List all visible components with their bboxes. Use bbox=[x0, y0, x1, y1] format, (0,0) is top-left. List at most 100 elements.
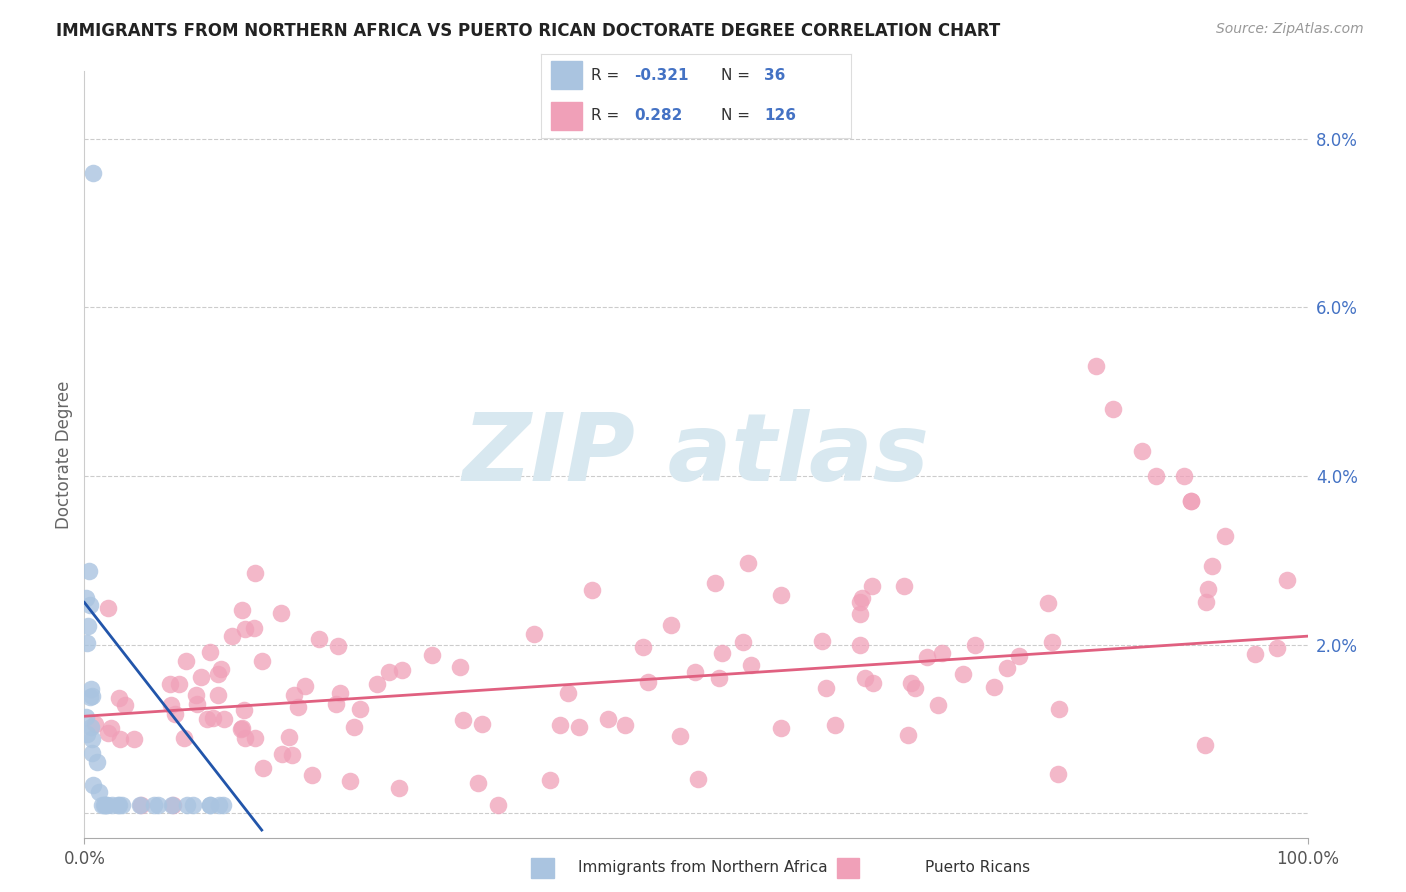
Point bbox=[129, 797, 152, 812]
Text: R =: R = bbox=[591, 108, 619, 123]
Point bbox=[270, 747, 292, 761]
Point bbox=[212, 713, 235, 727]
Point bbox=[915, 650, 938, 665]
Text: N =: N = bbox=[721, 68, 749, 83]
Point bbox=[77, 564, 100, 578]
Point bbox=[212, 797, 235, 812]
Point bbox=[97, 600, 120, 615]
Point bbox=[281, 748, 304, 763]
Point bbox=[704, 575, 727, 590]
Text: R =: R = bbox=[591, 68, 619, 83]
Point bbox=[1130, 443, 1153, 458]
Point bbox=[96, 797, 118, 812]
Point bbox=[80, 690, 103, 704]
Point bbox=[637, 675, 659, 690]
Point bbox=[1180, 494, 1202, 508]
Point bbox=[94, 797, 117, 812]
Point bbox=[108, 690, 131, 705]
Point bbox=[86, 755, 108, 769]
Point bbox=[308, 632, 330, 647]
Point bbox=[849, 595, 872, 609]
Point bbox=[198, 645, 221, 659]
Point bbox=[200, 797, 222, 812]
Point bbox=[90, 797, 112, 812]
Point bbox=[80, 720, 103, 734]
Point bbox=[349, 702, 371, 716]
Point bbox=[683, 665, 706, 679]
Point bbox=[200, 797, 222, 812]
Point bbox=[163, 707, 186, 722]
Point bbox=[167, 677, 190, 691]
Point bbox=[82, 731, 104, 746]
Point bbox=[1265, 641, 1288, 656]
Point bbox=[824, 717, 846, 731]
Point bbox=[1042, 635, 1064, 649]
Point bbox=[190, 670, 212, 684]
Text: 36: 36 bbox=[763, 68, 786, 83]
Point bbox=[142, 797, 165, 812]
Point bbox=[231, 603, 253, 617]
Point bbox=[83, 716, 105, 731]
Point bbox=[243, 621, 266, 635]
Point bbox=[197, 712, 219, 726]
Point bbox=[900, 676, 922, 690]
Point bbox=[669, 729, 692, 743]
Point bbox=[183, 797, 205, 812]
Point bbox=[814, 681, 837, 696]
Point bbox=[1173, 469, 1195, 483]
Point bbox=[107, 797, 129, 812]
Point bbox=[467, 776, 489, 790]
Point bbox=[1047, 701, 1070, 715]
Text: Immigrants from Northern Africa: Immigrants from Northern Africa bbox=[578, 860, 828, 874]
Text: 126: 126 bbox=[763, 108, 796, 123]
Point bbox=[252, 761, 274, 775]
Point bbox=[737, 556, 759, 570]
Point bbox=[598, 713, 620, 727]
Point bbox=[1213, 529, 1236, 543]
Point bbox=[378, 665, 401, 679]
Point bbox=[97, 726, 120, 740]
Point bbox=[557, 686, 579, 700]
Point bbox=[207, 688, 229, 702]
Point bbox=[366, 676, 388, 690]
Text: -0.321: -0.321 bbox=[634, 68, 689, 83]
Point bbox=[1180, 494, 1202, 508]
Point bbox=[523, 627, 546, 641]
Point bbox=[1201, 558, 1223, 573]
Point bbox=[294, 679, 316, 693]
Point bbox=[202, 711, 225, 725]
Point bbox=[893, 579, 915, 593]
Point bbox=[79, 690, 101, 704]
Point bbox=[77, 619, 100, 633]
Text: IMMIGRANTS FROM NORTHERN AFRICA VS PUERTO RICAN DOCTORATE DEGREE CORRELATION CHA: IMMIGRANTS FROM NORTHERN AFRICA VS PUERT… bbox=[56, 22, 1001, 40]
Point bbox=[548, 718, 571, 732]
Point bbox=[451, 713, 474, 727]
Point bbox=[631, 640, 654, 654]
Point bbox=[87, 785, 110, 799]
Point bbox=[1277, 573, 1299, 587]
Point bbox=[82, 165, 104, 179]
Text: 0.282: 0.282 bbox=[634, 108, 682, 123]
Bar bbox=[551, 62, 582, 89]
Point bbox=[93, 797, 115, 812]
Point bbox=[420, 648, 443, 663]
Text: N =: N = bbox=[721, 108, 749, 123]
Point bbox=[79, 598, 101, 612]
Point bbox=[659, 617, 682, 632]
Point bbox=[391, 663, 413, 677]
Point bbox=[486, 797, 509, 812]
Bar bbox=[551, 102, 582, 130]
Point bbox=[80, 746, 103, 760]
Point bbox=[862, 676, 884, 690]
Point bbox=[94, 797, 117, 812]
Point bbox=[449, 660, 471, 674]
Y-axis label: Doctorate Degree: Doctorate Degree bbox=[55, 381, 73, 529]
Point bbox=[848, 607, 870, 622]
Point bbox=[853, 671, 876, 685]
Point bbox=[1244, 647, 1267, 661]
Point bbox=[160, 797, 183, 812]
Point bbox=[927, 698, 949, 713]
Point bbox=[1194, 595, 1216, 609]
Point bbox=[233, 622, 256, 636]
Point bbox=[207, 667, 229, 681]
